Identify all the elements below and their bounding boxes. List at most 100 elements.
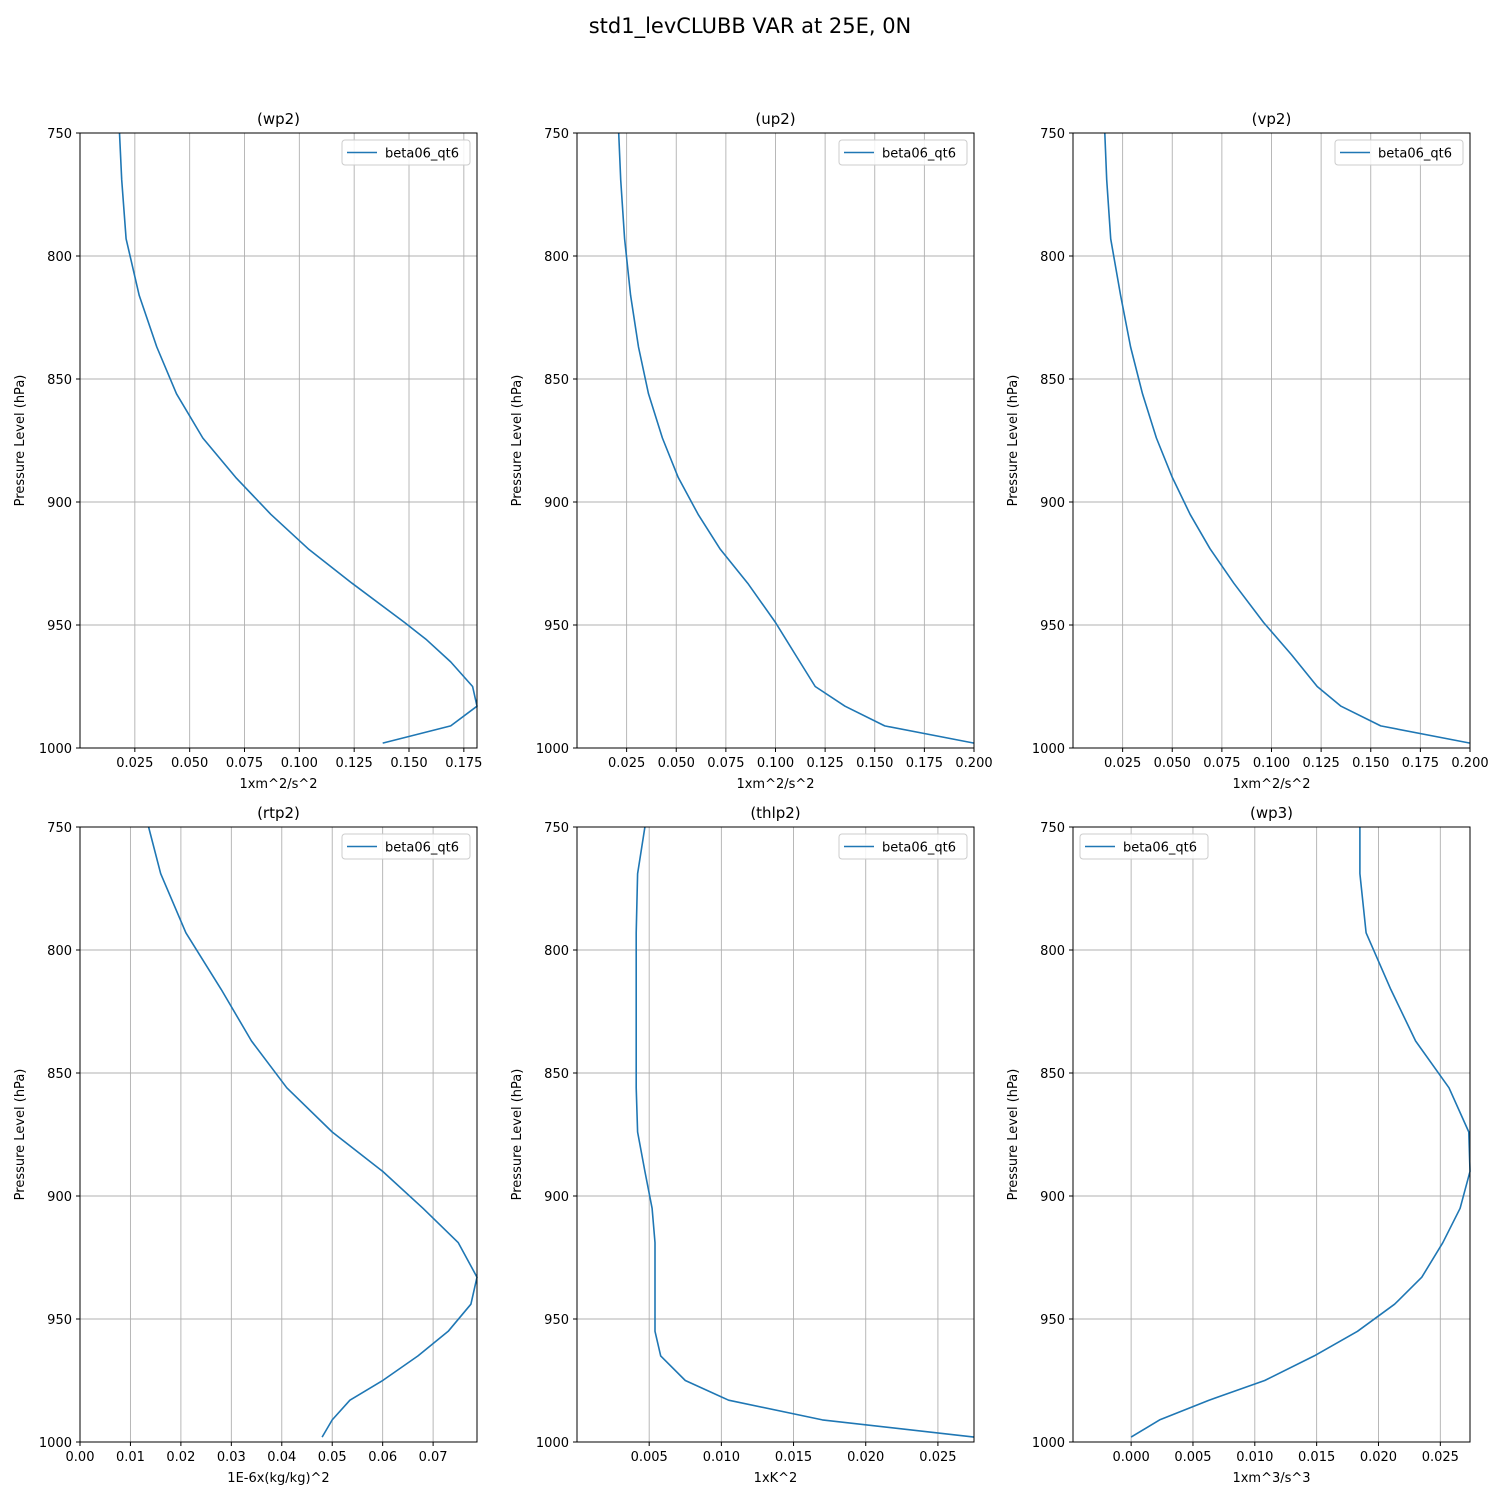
x-tick-label: 0.015 [1298, 1450, 1335, 1465]
x-tick-label: 0.100 [1253, 756, 1290, 771]
y-tick-label: 950 [1040, 1313, 1065, 1328]
y-tick-label: 800 [1040, 250, 1065, 265]
x-axis-label: 1xm^2/s^2 [736, 777, 814, 792]
x-tick-label: 0.050 [171, 756, 208, 771]
y-tick-label: 800 [47, 944, 72, 959]
y-tick-label: 900 [544, 1190, 569, 1205]
y-tick-label: 1000 [1032, 742, 1065, 757]
y-tick-label: 750 [1040, 127, 1065, 142]
chart-panel-0: 0.025 0.050 0.075 0.100 0.125 0.150 0.175 750 80… [13, 110, 482, 792]
x-tick-label: 0.025 [1422, 1450, 1459, 1465]
plot-frame [576, 826, 975, 1443]
x-tick-label: 0.075 [707, 756, 744, 771]
panel-title: (thlp2) [750, 804, 800, 822]
x-tick-label: 0.02 [166, 1450, 195, 1465]
chart-panel-3: 0.00 0.01 0.02 0.03 0.04 0.05 0.06 0.07 750 800 85… [13, 804, 478, 1486]
panel-title: (vp2) [1252, 110, 1292, 128]
y-axis-label: Pressure Level (hPa) [510, 375, 525, 507]
legend-box [341, 833, 471, 860]
y-tick-label: 1000 [1032, 1436, 1065, 1451]
plot-frame [79, 826, 478, 1443]
x-tick-label: 0.025 [1104, 756, 1141, 771]
x-tick-label: 0.005 [1174, 1450, 1211, 1465]
series-line-beta06_qt6 [147, 826, 478, 1438]
y-tick-label: 950 [47, 619, 72, 634]
legend: beta06_qt6 [838, 139, 968, 166]
legend-label: beta06_qt6 [882, 147, 956, 162]
legend-label: beta06_qt6 [385, 147, 459, 162]
x-tick-label: 0.050 [658, 756, 695, 771]
x-axis-label: 1xm^2/s^2 [1232, 777, 1310, 792]
series-line-beta06_qt6 [1130, 827, 1471, 1438]
panel-title: (rtp2) [257, 804, 300, 822]
x-tick-label: 0.03 [217, 1450, 246, 1465]
y-tick-label: 900 [1040, 1190, 1065, 1205]
chart-panel-1: 0.025 0.050 0.075 0.100 0.125 0.150 0.175 0.200… [510, 110, 993, 792]
y-tick-label: 950 [544, 619, 569, 634]
x-tick-label: 0.025 [919, 1450, 956, 1465]
x-tick-label: 0.06 [368, 1450, 397, 1465]
chart-panel-2: 0.025 0.050 0.075 0.100 0.125 0.150 0.175 0.200… [1006, 110, 1489, 792]
y-axis-label: Pressure Level (hPa) [13, 1069, 28, 1201]
y-tick-label: 900 [1040, 496, 1065, 511]
x-tick-label: 0.175 [1402, 756, 1439, 771]
legend-box [341, 139, 471, 166]
y-axis-label: Pressure Level (hPa) [1006, 1069, 1021, 1201]
legend: beta06_qt6 [1079, 833, 1209, 860]
legend: beta06_qt6 [341, 833, 471, 860]
x-tick-label: 0.015 [775, 1450, 812, 1465]
y-tick-label: 850 [47, 373, 72, 388]
y-tick-label: 950 [1040, 619, 1065, 634]
x-tick-label: 0.175 [445, 756, 482, 771]
x-tick-label: 0.150 [390, 756, 427, 771]
legend-box [1079, 833, 1209, 860]
plot-frame [79, 132, 478, 749]
x-axis-label: 1xK^2 [754, 1471, 798, 1486]
series-line-beta06_qt6 [617, 132, 975, 744]
x-tick-label: 0.05 [318, 1450, 347, 1465]
series-line-beta06_qt6 [118, 132, 478, 744]
y-tick-label: 850 [544, 373, 569, 388]
legend-label: beta06_qt6 [1123, 841, 1197, 856]
x-tick-label: 0.150 [1352, 756, 1389, 771]
y-tick-label: 750 [544, 821, 569, 836]
y-tick-label: 950 [544, 1313, 569, 1328]
figure-title: std1_levCLUBB VAR at 25E, 0N [588, 14, 912, 38]
y-axis-label: Pressure Level (hPa) [510, 1069, 525, 1201]
x-tick-label: 0.000 [1113, 1450, 1150, 1465]
y-tick-label: 950 [47, 1313, 72, 1328]
x-axis-label: 1xm^3/s^3 [1232, 1471, 1310, 1486]
x-tick-label: 0.150 [856, 756, 893, 771]
x-tick-label: 0.020 [1360, 1450, 1397, 1465]
y-tick-label: 850 [1040, 1067, 1065, 1082]
x-tick-label: 0.07 [419, 1450, 448, 1465]
x-tick-label: 0.025 [116, 756, 153, 771]
x-tick-label: 0.175 [906, 756, 943, 771]
y-tick-label: 800 [544, 250, 569, 265]
y-tick-label: 1000 [536, 1436, 569, 1451]
x-tick-label: 0.010 [703, 1450, 740, 1465]
x-tick-label: 0.00 [66, 1450, 95, 1465]
legend-label: beta06_qt6 [385, 841, 459, 856]
x-tick-label: 0.01 [116, 1450, 145, 1465]
legend: beta06_qt6 [838, 833, 968, 860]
x-tick-label: 0.200 [1451, 756, 1488, 771]
y-tick-label: 750 [47, 821, 72, 836]
x-tick-label: 0.04 [267, 1450, 296, 1465]
y-tick-label: 800 [1040, 944, 1065, 959]
y-tick-label: 800 [544, 944, 569, 959]
y-axis-label: Pressure Level (hPa) [13, 375, 28, 507]
panel-title: (up2) [755, 110, 795, 128]
legend: beta06_qt6 [1334, 139, 1464, 166]
legend-box [838, 833, 968, 860]
y-tick-label: 900 [47, 1190, 72, 1205]
y-tick-label: 1000 [536, 742, 569, 757]
y-tick-label: 1000 [39, 1436, 72, 1451]
chart-panel-4: 0.005 0.010 0.015 0.020 0.025 750 800 850 900 950… [510, 804, 975, 1486]
x-tick-label: 0.100 [281, 756, 318, 771]
x-tick-label: 0.200 [955, 756, 992, 771]
x-axis-label: 1xm^2/s^2 [239, 777, 317, 792]
series-line-beta06_qt6 [635, 826, 975, 1438]
y-tick-label: 900 [544, 496, 569, 511]
plot-frame [1072, 826, 1471, 1443]
